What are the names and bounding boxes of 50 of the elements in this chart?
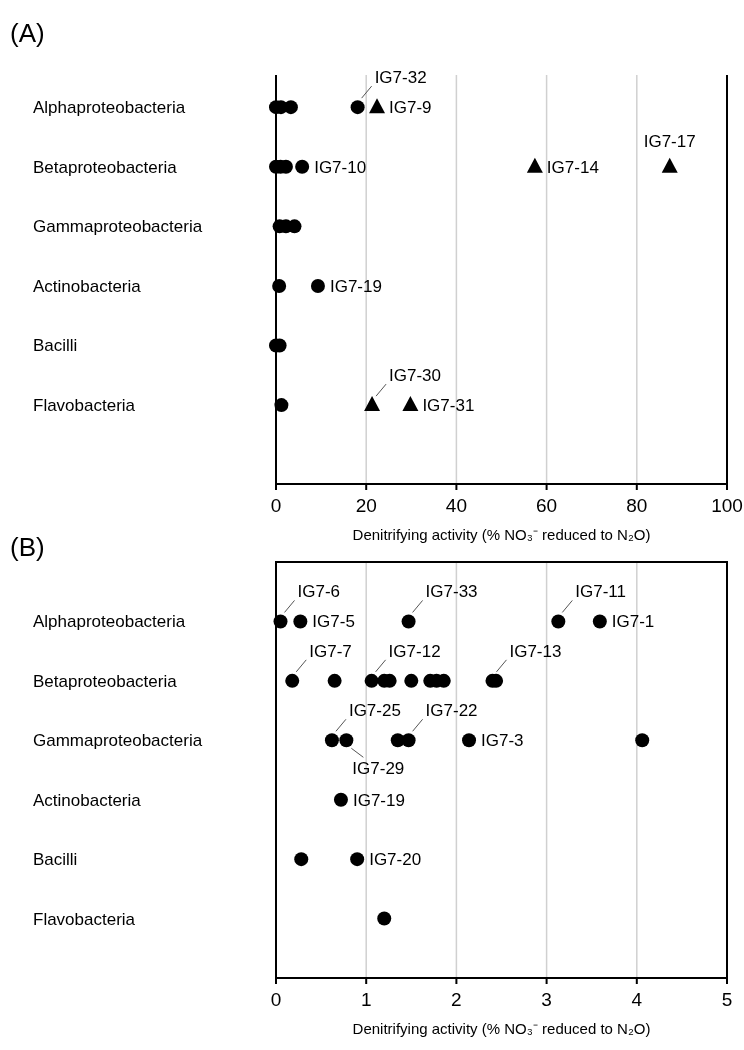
text: (A) (10, 18, 45, 48)
y-tick-label: Flavobacteria (33, 396, 136, 416)
y-tick-label: Gammaproteobacteria (33, 217, 203, 237)
x-tick-label: 60 (536, 495, 558, 516)
x-tick-label: 4 (631, 989, 643, 1010)
x-tick-label: 0 (270, 989, 282, 1010)
y-tick-label: Gammaproteobacteria (33, 731, 203, 751)
annotation: IG7-31 (422, 396, 475, 416)
x-tick-label: 1 (360, 989, 372, 1010)
annotation: IG7-10 (314, 157, 367, 177)
annotation: IG7-5 (312, 612, 355, 632)
annotation: IG7-29 (352, 759, 405, 779)
y-tick-label: Alphaproteobacteria (33, 612, 186, 632)
annotation: IG7-22 (425, 701, 478, 721)
y-tick-label: Bacilli (33, 336, 78, 356)
annotation: IG7-32 (374, 68, 427, 88)
annotation: IG7-13 (509, 641, 562, 661)
y-tick-label: Bacilli (33, 850, 78, 870)
y-tick-label: Betaproteobacteria (33, 157, 178, 177)
annotation: IG7-3 (481, 731, 524, 751)
annotation: IG7-17 (643, 131, 696, 151)
y-tick-label: Alphaproteobacteria (33, 98, 186, 118)
annotation: IG7-19 (329, 276, 382, 296)
x-axis-title: Denitrifying activity (% NO₃⁻ reduced to N₂O) (352, 526, 651, 543)
annotation: IG7-25 (348, 701, 401, 721)
annotation: IG7-9 (389, 98, 432, 118)
x-tick-label: 80 (626, 495, 648, 516)
x-axis-title: Denitrifying activity (% NO₃⁻ reduced to N₂O) (352, 1020, 651, 1037)
annotation: IG7-20 (369, 850, 422, 870)
annotation: IG7-6 (297, 582, 341, 602)
x-tick-label: 20 (355, 495, 377, 516)
annotation: IG7-14 (546, 157, 599, 177)
x-tick-label: 100 (711, 495, 743, 516)
x-tick-label: 40 (445, 495, 467, 516)
y-tick-label: Flavobacteria (33, 909, 136, 929)
x-tick-label: 5 (721, 989, 733, 1010)
annotation: IG7-30 (389, 366, 442, 386)
annotation: IG7-33 (425, 582, 478, 602)
annotation: IG7-19 (352, 790, 405, 810)
text: (B) (10, 532, 45, 562)
x-tick-label: 3 (541, 989, 552, 1010)
y-tick-label: Actinobacteria (33, 276, 142, 296)
x-tick-label: 2 (451, 989, 462, 1010)
y-tick-label: Actinobacteria (33, 790, 142, 810)
y-tick-label: Betaproteobacteria (33, 671, 178, 691)
annotation: IG7-1 (611, 612, 655, 632)
annotation: IG7-12 (388, 641, 441, 661)
annotation: IG7-7 (309, 641, 352, 661)
annotation: IG7-11 (575, 582, 627, 602)
x-tick-label: 0 (270, 495, 282, 516)
